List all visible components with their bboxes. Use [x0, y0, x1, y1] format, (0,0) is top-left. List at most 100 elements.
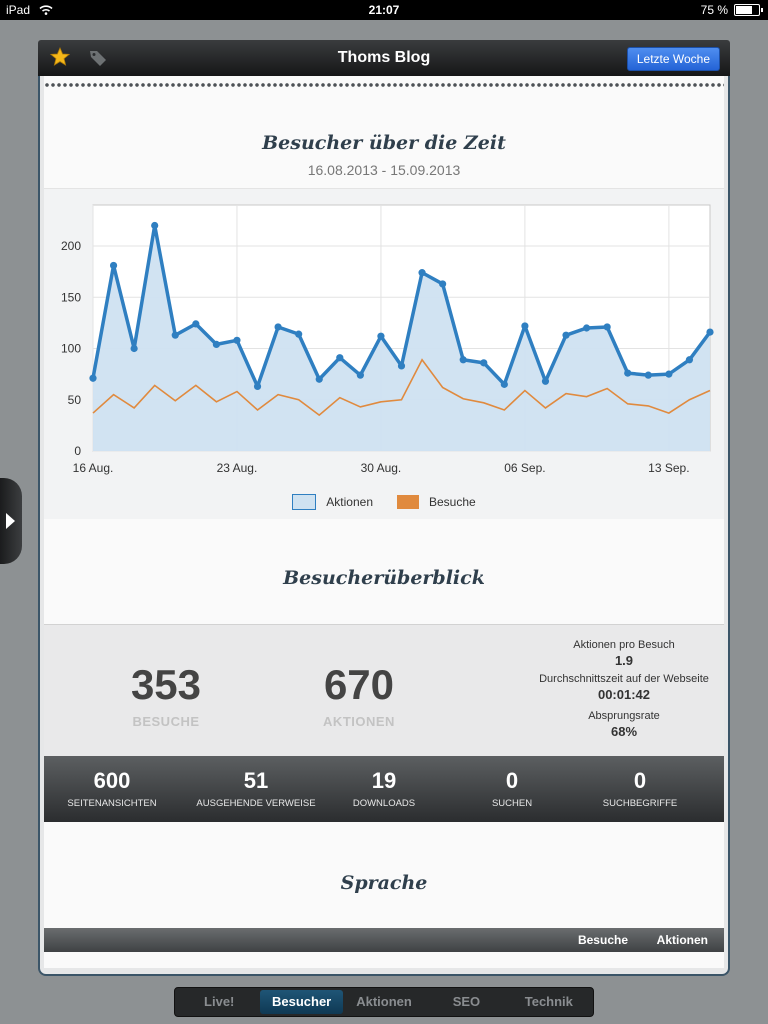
- y-tick-label: 150: [61, 290, 81, 304]
- data-point-aktionen: [192, 320, 200, 328]
- column-header-actions[interactable]: Aktionen: [656, 933, 708, 947]
- data-point-aktionen: [356, 371, 364, 379]
- stat-label: DOWNLOADS: [352, 798, 416, 809]
- sidebar-handle-arrow-icon: [6, 513, 15, 529]
- x-tick-label: 30 Aug.: [361, 461, 402, 475]
- actions-per-visit-label: Aktionen pro Besuch: [573, 639, 675, 651]
- data-point-aktionen: [500, 380, 508, 388]
- x-tick-label: 06 Sep.: [504, 461, 545, 475]
- report-paper[interactable]: Besucher über die Zeit 16.08.2013 - 15.0…: [44, 76, 724, 968]
- stat-pageviews: 600 SEITENANSICHTEN: [44, 756, 180, 809]
- stat-outlinks: 51 AUSGEHENDE VERWEISE: [188, 756, 324, 809]
- star-icon[interactable]: [50, 47, 70, 67]
- legend-item-aktionen[interactable]: Aktionen: [292, 494, 373, 510]
- stat-value: 600: [93, 768, 131, 793]
- data-point-aktionen: [233, 336, 241, 344]
- data-point-aktionen: [418, 269, 426, 277]
- overview-title: Besucherüberblick: [283, 567, 485, 589]
- data-point-aktionen: [274, 323, 282, 331]
- tab-seo[interactable]: SEO: [452, 994, 481, 1009]
- tab-technik[interactable]: Technik: [524, 994, 573, 1009]
- language-table-header: Besuche Aktionen: [44, 928, 724, 952]
- legend-swatch-besuche: [397, 495, 419, 509]
- stat-label: SUCHBEGRIFFE: [602, 798, 678, 809]
- device-label: iPad: [6, 3, 31, 17]
- stat-value: 0: [505, 768, 519, 793]
- data-point-aktionen: [706, 328, 714, 336]
- visitors-chart-title: Besucher über die Zeit: [262, 132, 506, 154]
- data-point-aktionen: [336, 354, 344, 362]
- status-bar-time: 21:07: [368, 3, 400, 17]
- x-tick-label: 23 Aug.: [217, 461, 258, 475]
- perforation-edge: [44, 82, 724, 88]
- actions-label: AKTIONEN: [323, 714, 395, 729]
- stat-searches: 0 SUCHEN: [444, 756, 580, 809]
- data-point-aktionen: [253, 382, 262, 391]
- data-point-aktionen: [665, 370, 673, 378]
- data-point-aktionen: [109, 261, 118, 270]
- visitors-chart-svg: 0 50 100 150 200 16 Aug. 23 Aug. 30 Aug. 06 Sep.…: [61, 204, 714, 475]
- x-tick-label: 16 Aug.: [73, 461, 114, 475]
- language-title: Sprache: [340, 872, 428, 894]
- battery-level: [736, 6, 752, 14]
- sidebar-handle[interactable]: [0, 478, 22, 564]
- battery-percent: 75 %: [700, 3, 728, 17]
- top-toolbar: Thoms Blog Letzte Woche: [38, 40, 730, 76]
- data-point-aktionen: [397, 362, 406, 370]
- avg-time-value: 00:01:42: [597, 687, 651, 702]
- stat-label: SUCHEN: [491, 798, 533, 809]
- tab-live[interactable]: Live!: [204, 994, 235, 1009]
- data-point-aktionen: [685, 356, 694, 364]
- stat-keywords: 0 SUCHBEGRIFFE: [572, 756, 708, 809]
- bounce-rate: Absprungsrate 68%: [524, 710, 724, 739]
- data-point-aktionen: [459, 356, 467, 364]
- column-header-visits[interactable]: Besuche: [577, 933, 628, 947]
- tab-besucher[interactable]: Besucher: [260, 990, 343, 1014]
- data-point-aktionen: [644, 371, 652, 379]
- stat-value: 51: [243, 768, 269, 793]
- period-button[interactable]: Letzte Woche: [626, 47, 720, 71]
- y-tick-label: 0: [74, 444, 81, 458]
- stat-label: AUSGEHENDE VERWEISE: [196, 798, 316, 809]
- legend-swatch-aktionen: [292, 494, 317, 510]
- data-point-aktionen: [541, 377, 550, 385]
- data-point-aktionen: [480, 359, 488, 367]
- page-title: Thoms Blog: [337, 49, 431, 66]
- avg-time-label: Durchschnittszeit auf der Webseite: [539, 673, 709, 685]
- data-point-aktionen: [562, 331, 570, 339]
- stats-bar: 600 SEITENANSICHTEN 51 AUSGEHENDE VERWEI…: [44, 756, 724, 822]
- stat-label: SEITENANSICHTEN: [67, 798, 157, 809]
- actions-per-visit: Aktionen pro Besuch 1.9: [524, 639, 724, 668]
- data-point-aktionen: [315, 375, 323, 383]
- actions-count: 670: [323, 661, 395, 708]
- data-point-aktionen: [295, 330, 303, 338]
- wifi-icon: [39, 5, 53, 15]
- status-bar-device: iPad: [6, 3, 53, 17]
- x-tick-label: 13 Sep.: [648, 461, 689, 475]
- data-point-aktionen: [603, 323, 611, 331]
- data-point-aktionen: [624, 369, 632, 377]
- data-point-aktionen: [521, 322, 529, 330]
- visits-label: BESUCHE: [132, 714, 200, 729]
- chart-legend: Aktionen Besuche: [44, 494, 724, 510]
- data-point-aktionen: [439, 280, 447, 288]
- data-point-aktionen: [377, 332, 385, 340]
- stat-value: 19: [371, 768, 397, 793]
- bounce-rate-value: 68%: [610, 724, 638, 739]
- stat-downloads: 19 DOWNLOADS: [316, 756, 452, 809]
- tab-aktionen[interactable]: Aktionen: [356, 994, 412, 1009]
- overview-panel: 353 BESUCHE 670 AKTIONEN Aktionen pro Be…: [44, 624, 724, 757]
- legend-label-aktionen: Aktionen: [326, 495, 373, 509]
- battery-icon: [734, 4, 763, 16]
- data-point-aktionen: [151, 221, 159, 230]
- status-bar-battery: 75 %: [700, 3, 763, 17]
- legend-label-besuche: Besuche: [429, 495, 476, 509]
- data-point-aktionen: [130, 344, 138, 353]
- legend-item-besuche[interactable]: Besuche: [397, 494, 476, 510]
- series-area-aktionen: [93, 225, 710, 451]
- stat-value: 0: [633, 768, 647, 793]
- tag-icon[interactable]: [88, 48, 108, 68]
- y-tick-label: 50: [68, 393, 82, 407]
- bottom-tab-bar: Live! Besucher Aktionen SEO Technik: [174, 987, 594, 1017]
- data-point-aktionen: [171, 331, 179, 339]
